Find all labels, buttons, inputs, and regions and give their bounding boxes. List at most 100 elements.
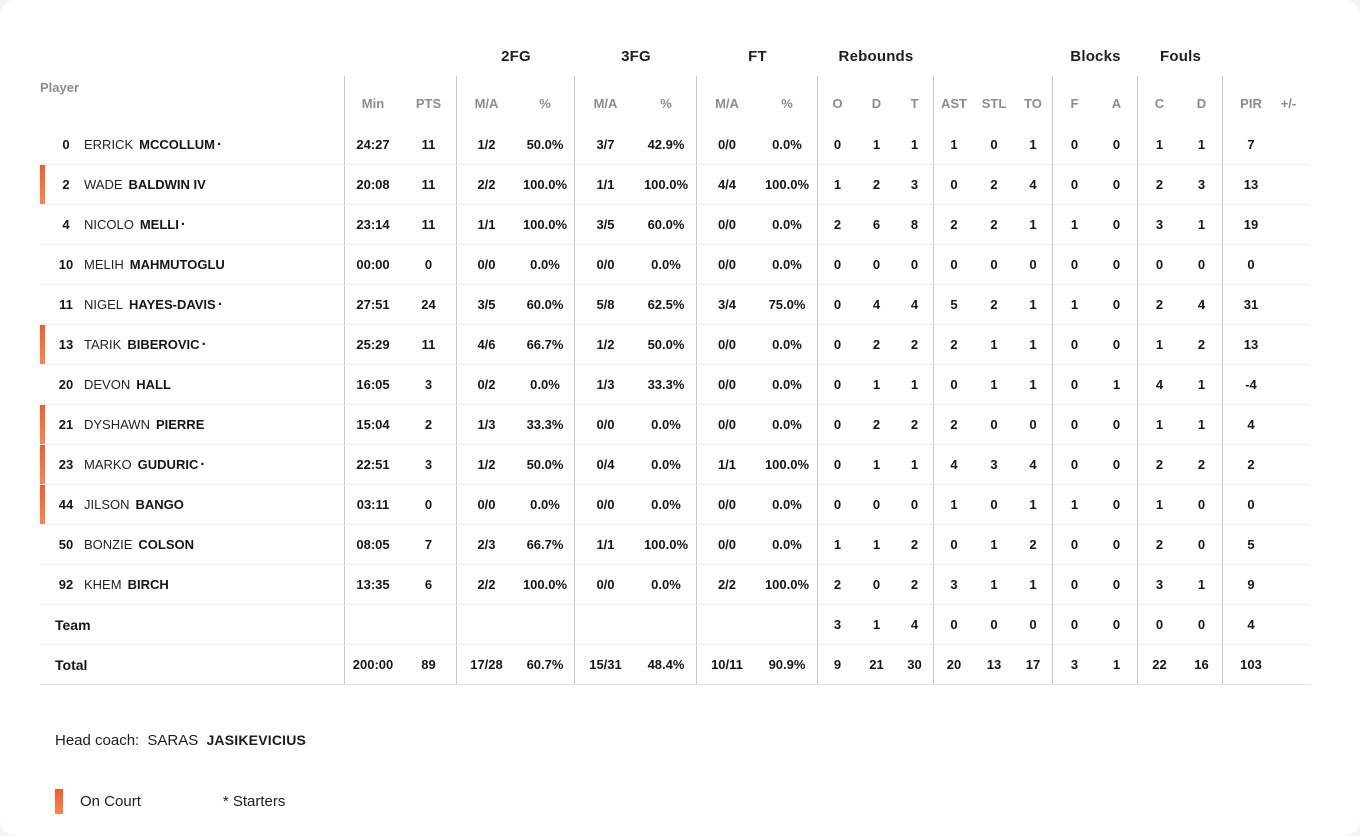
2fg-ma-cell: 3/5 bbox=[477, 297, 496, 312]
reb-t-cell: 2 bbox=[896, 405, 934, 444]
reb-t-cell: 4 bbox=[896, 285, 934, 324]
pts-cell: 11 bbox=[401, 325, 457, 364]
foul-c-cell: 2 bbox=[1155, 457, 1164, 472]
plus-minus-cell bbox=[1267, 124, 1310, 164]
ft-pct-cell: 75.0% bbox=[757, 285, 818, 324]
table-row: Total 200:00 89 17/28 60.7% 15/31 48.4% … bbox=[40, 644, 1310, 684]
reb-d-cell: 1 bbox=[872, 377, 881, 392]
3fg-ma-cell: 1/1 bbox=[596, 537, 615, 552]
foul-c-cell: 4 bbox=[1155, 377, 1164, 392]
reb-o-cell: 3 bbox=[833, 617, 842, 632]
col-header-pir: PIR bbox=[1240, 96, 1262, 111]
legend-on-court-label: On Court bbox=[80, 793, 141, 810]
player-cell[interactable]: 23 MARKO GUDURIC · bbox=[40, 445, 345, 484]
table-column-header-row: Player Min PTS M/A % M/A % M/A % O D T A… bbox=[40, 76, 1310, 124]
player-cell[interactable]: 50 BONZIE COLSON bbox=[40, 525, 345, 564]
player-cell[interactable]: Team bbox=[40, 605, 345, 644]
col-header-3fg-ma: M/A bbox=[593, 96, 618, 111]
player-cell[interactable]: 92 KHEM BIRCH bbox=[40, 565, 345, 604]
starter-mark: · bbox=[201, 336, 207, 353]
ft-ma-cell: 10/11 bbox=[711, 657, 743, 672]
ast-cell: 3 bbox=[950, 577, 958, 592]
stl-cell: 1 bbox=[990, 537, 998, 552]
2fg-pct-cell: 66.7% bbox=[516, 325, 575, 364]
reb-d-cell: 6 bbox=[872, 217, 881, 232]
stl-cell: 0 bbox=[990, 417, 998, 432]
row-label: Total bbox=[55, 656, 88, 673]
foul-d-cell: 3 bbox=[1181, 165, 1223, 204]
reb-o-cell: 0 bbox=[833, 257, 842, 272]
ast-cell: 1 bbox=[950, 497, 958, 512]
player-first-name: JILSON bbox=[84, 497, 130, 512]
on-court-bar bbox=[40, 405, 45, 444]
ft-ma-cell: 0/0 bbox=[717, 136, 737, 152]
blk-a-cell: 1 bbox=[1096, 365, 1138, 404]
reb-o-cell: 0 bbox=[833, 337, 842, 352]
player-cell[interactable]: 0 ERRICK MCCOLLUM · bbox=[40, 124, 345, 164]
3fg-pct-cell: 50.0% bbox=[636, 325, 697, 364]
ft-ma-cell: 0/0 bbox=[717, 217, 737, 232]
player-last-name: GUDURIC bbox=[137, 457, 199, 472]
player-last-name: HAYES-DAVIS bbox=[129, 297, 216, 312]
player-first-name: TARIK bbox=[84, 337, 122, 352]
min-cell bbox=[345, 605, 401, 644]
2fg-pct-cell: 60.0% bbox=[516, 285, 575, 324]
player-first-name: MELIH bbox=[84, 257, 124, 272]
col-header-stl: STL bbox=[981, 96, 1007, 111]
ft-ma-cell: 3/4 bbox=[717, 297, 737, 312]
2fg-pct-cell: 66.7% bbox=[516, 525, 575, 564]
ft-pct-cell: 90.9% bbox=[757, 645, 818, 684]
player-cell[interactable]: 2 WADE BALDWIN IV bbox=[40, 165, 345, 204]
ft-pct-cell: 0.0% bbox=[757, 124, 818, 164]
starter-mark: · bbox=[180, 216, 186, 233]
player-cell[interactable]: 10 MELIH MAHMUTOGLU bbox=[40, 245, 345, 284]
reb-d-cell: 0 bbox=[872, 497, 881, 512]
foul-d-cell: 4 bbox=[1181, 285, 1223, 324]
3fg-pct-cell bbox=[636, 605, 697, 644]
player-cell[interactable]: 4 NICOLO MELLI · bbox=[40, 205, 345, 244]
pts-cell: 6 bbox=[401, 565, 457, 604]
reb-d-cell: 0 bbox=[872, 577, 881, 592]
blk-f-cell: 0 bbox=[1070, 617, 1079, 632]
blk-a-cell: 0 bbox=[1096, 605, 1138, 644]
player-cell[interactable]: 44 JILSON BANGO bbox=[40, 485, 345, 524]
pir-cell: 0 bbox=[1247, 257, 1255, 272]
foul-c-cell: 22 bbox=[1152, 657, 1167, 672]
plus-minus-cell bbox=[1267, 325, 1310, 364]
player-last-name: BALDWIN IV bbox=[128, 177, 206, 192]
ft-ma-cell: 0/0 bbox=[717, 497, 737, 512]
pts-cell: 89 bbox=[401, 645, 457, 684]
table-row: 2 WADE BALDWIN IV 20:08 11 2/2 100.0% 1/… bbox=[40, 164, 1310, 204]
to-cell: 1 bbox=[1014, 124, 1053, 164]
2fg-pct-cell: 0.0% bbox=[516, 245, 575, 284]
3fg-pct-cell: 42.9% bbox=[636, 124, 697, 164]
reb-t-cell: 2 bbox=[896, 525, 934, 564]
head-coach-line: Head coach: SARAS JASIKEVICIUS bbox=[55, 732, 1360, 749]
blk-a-cell: 0 bbox=[1096, 325, 1138, 364]
player-cell[interactable]: 11 NIGEL HAYES-DAVIS · bbox=[40, 285, 345, 324]
2fg-pct-cell: 0.0% bbox=[516, 365, 575, 404]
player-cell[interactable]: 13 TARIK BIBEROVIC · bbox=[40, 325, 345, 364]
col-header-reb-d: D bbox=[871, 96, 882, 111]
pir-cell: 31 bbox=[1243, 297, 1259, 312]
table-row: 10 MELIH MAHMUTOGLU 00:00 0 0/0 0.0% 0/0… bbox=[40, 244, 1310, 284]
player-cell[interactable]: 21 DYSHAWN PIERRE bbox=[40, 405, 345, 444]
to-cell: 4 bbox=[1014, 165, 1053, 204]
2fg-pct-cell: 50.0% bbox=[516, 445, 575, 484]
player-cell[interactable]: Total bbox=[40, 645, 345, 684]
min-cell: 27:51 bbox=[356, 297, 390, 312]
2fg-pct-cell: 0.0% bbox=[516, 485, 575, 524]
table-row: 92 KHEM BIRCH 13:35 6 2/2 100.0% 0/0 0.0… bbox=[40, 564, 1310, 604]
reb-t-cell: 3 bbox=[896, 165, 934, 204]
foul-c-cell: 2 bbox=[1155, 297, 1164, 312]
player-last-name: PIERRE bbox=[155, 417, 205, 432]
3fg-pct-cell: 48.4% bbox=[636, 645, 697, 684]
3fg-ma-cell: 0/0 bbox=[596, 257, 615, 272]
foul-c-cell: 2 bbox=[1155, 177, 1164, 192]
jersey-number: 2 bbox=[62, 177, 70, 192]
table-row: 0 ERRICK MCCOLLUM · 24:27 11 1/2 50.0% 3… bbox=[40, 124, 1310, 164]
ast-cell: 2 bbox=[950, 337, 958, 352]
group-header-rebounds: Rebounds bbox=[838, 48, 914, 65]
player-cell[interactable]: 20 DEVON HALL bbox=[40, 365, 345, 404]
reb-d-cell: 2 bbox=[872, 177, 881, 192]
